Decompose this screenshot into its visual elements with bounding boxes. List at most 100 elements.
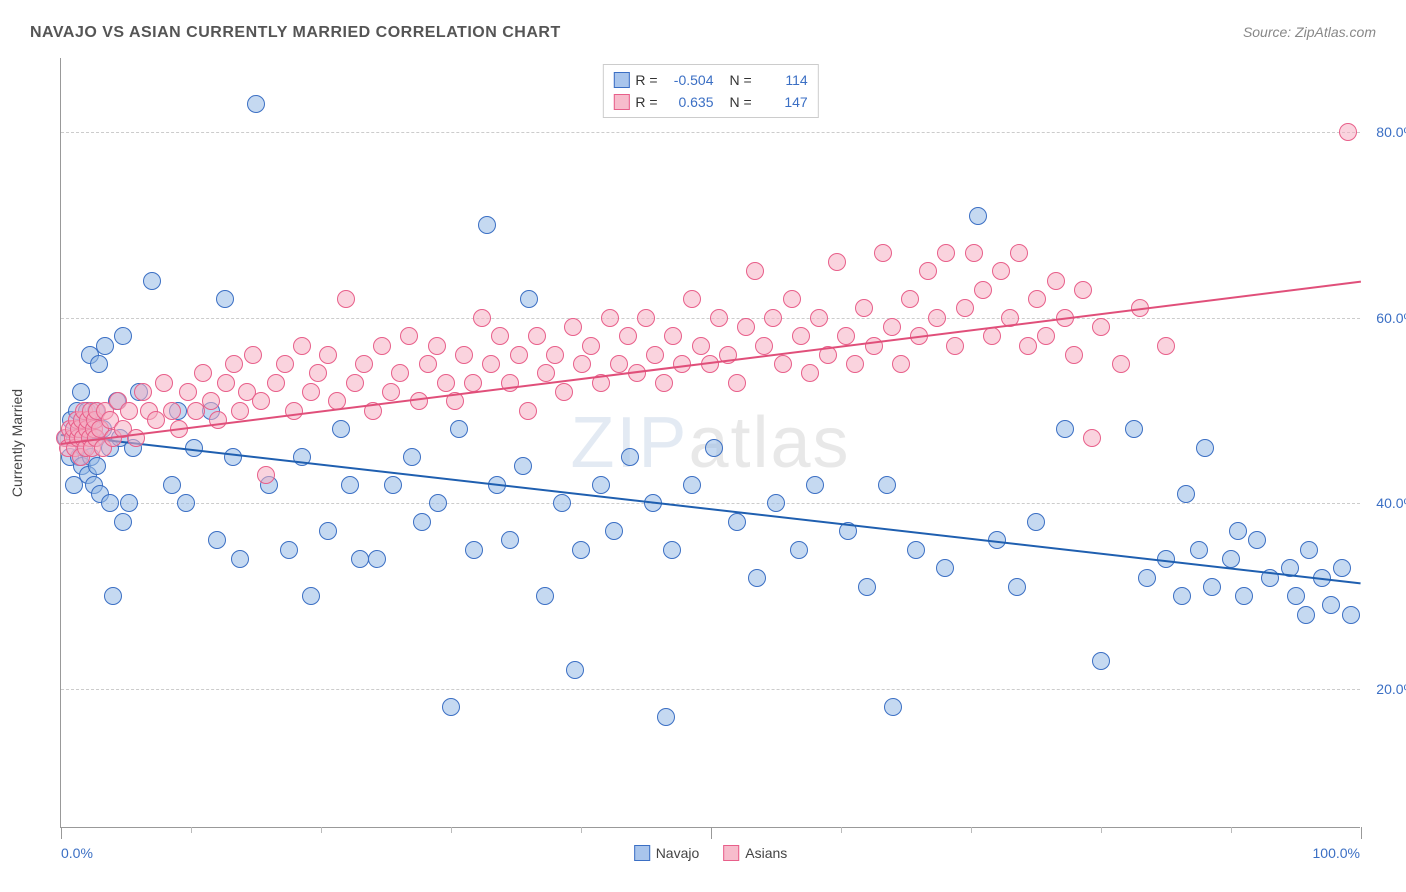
legend-n-value: 114 [758, 69, 808, 91]
data-point [1339, 123, 1357, 141]
data-point [1112, 355, 1130, 373]
data-point [319, 346, 337, 364]
data-point [403, 448, 421, 466]
data-point [216, 290, 234, 308]
data-point [351, 550, 369, 568]
gridline [61, 132, 1360, 133]
data-point [1342, 606, 1360, 624]
y-tick-label: 60.0% [1376, 310, 1406, 326]
data-point [382, 383, 400, 401]
y-tick-label: 80.0% [1376, 124, 1406, 140]
data-point [572, 541, 590, 559]
data-point [592, 476, 610, 494]
data-point [683, 476, 701, 494]
data-point [163, 402, 181, 420]
data-point [965, 244, 983, 262]
data-point [428, 337, 446, 355]
data-point [465, 541, 483, 559]
data-point [437, 374, 455, 392]
data-point [1065, 346, 1083, 364]
data-point [1010, 244, 1028, 262]
data-point [482, 355, 500, 373]
data-point [202, 392, 220, 410]
x-tick-minor [1231, 827, 1232, 833]
data-point [1125, 420, 1143, 438]
data-point [907, 541, 925, 559]
data-point [413, 513, 431, 531]
data-point [400, 327, 418, 345]
data-point [1056, 420, 1074, 438]
data-point [748, 569, 766, 587]
data-point [285, 402, 303, 420]
data-point [96, 337, 114, 355]
data-point [224, 448, 242, 466]
data-point [217, 374, 235, 392]
data-point [514, 457, 532, 475]
data-point [1203, 578, 1221, 596]
legend-correlation-stats: R =-0.504N =114R =0.635N =147 [602, 64, 818, 118]
data-point [810, 309, 828, 327]
data-point [464, 374, 482, 392]
data-point [536, 587, 554, 605]
data-point [746, 262, 764, 280]
data-point [646, 346, 664, 364]
x-tick-minor [581, 827, 582, 833]
data-point [1047, 272, 1065, 290]
data-point [1229, 522, 1247, 540]
gridline [61, 503, 1360, 504]
data-point [114, 513, 132, 531]
legend-swatch [723, 845, 739, 861]
data-point [309, 364, 327, 382]
data-point [355, 355, 373, 373]
data-point [391, 364, 409, 382]
x-tick-minor [191, 827, 192, 833]
y-tick-label: 40.0% [1376, 495, 1406, 511]
data-point [992, 262, 1010, 280]
data-point [510, 346, 528, 364]
data-point [974, 281, 992, 299]
data-point [605, 522, 623, 540]
data-point [874, 244, 892, 262]
data-point [1297, 606, 1315, 624]
legend-label: Asians [745, 845, 787, 861]
data-point [792, 327, 810, 345]
data-point [1157, 337, 1175, 355]
data-point [637, 309, 655, 327]
data-point [120, 402, 138, 420]
data-point [928, 309, 946, 327]
data-point [194, 364, 212, 382]
data-point [337, 290, 355, 308]
legend-stat-row: R =-0.504N =114 [613, 69, 807, 91]
data-point [1235, 587, 1253, 605]
data-point [936, 559, 954, 577]
data-point [88, 457, 106, 475]
data-point [573, 355, 591, 373]
legend-swatch [634, 845, 650, 861]
data-point [919, 262, 937, 280]
data-point [1092, 318, 1110, 336]
data-point [90, 355, 108, 373]
data-point [208, 531, 226, 549]
data-point [276, 355, 294, 373]
data-point [384, 476, 402, 494]
data-point [501, 531, 519, 549]
data-point [280, 541, 298, 559]
legend-item: Asians [723, 845, 787, 861]
data-point [473, 309, 491, 327]
data-point [410, 392, 428, 410]
legend-r-label: R = [635, 69, 657, 91]
data-point [1248, 531, 1266, 549]
x-axis-label-min: 0.0% [61, 845, 93, 861]
data-point [728, 374, 746, 392]
data-point [293, 337, 311, 355]
data-point [1300, 541, 1318, 559]
data-point [373, 337, 391, 355]
data-point [1196, 439, 1214, 457]
data-point [683, 290, 701, 308]
data-point [710, 309, 728, 327]
data-point [956, 299, 974, 317]
data-point [564, 318, 582, 336]
y-axis-label: Currently Married [9, 388, 25, 496]
data-point [1138, 569, 1156, 587]
data-point [491, 327, 509, 345]
